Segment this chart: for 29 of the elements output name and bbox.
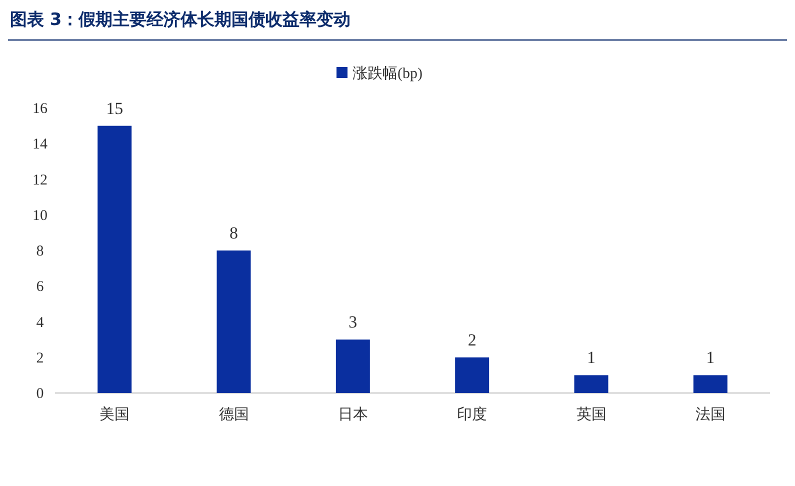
bar	[693, 375, 728, 393]
data-label: 1	[706, 348, 715, 368]
legend-label: 涨跌幅(bp)	[352, 65, 422, 82]
x-tick-label: 印度	[457, 406, 488, 423]
bar	[216, 250, 251, 393]
data-label: 1	[587, 348, 596, 368]
x-tick-label: 德国	[218, 407, 249, 423]
y-tick-label: 10	[32, 208, 48, 224]
y-tick-label: 16	[32, 101, 48, 117]
x-tick-label: 美国	[100, 406, 130, 423]
data-label: 3	[348, 312, 358, 332]
x-tick-label: 法国	[695, 406, 726, 423]
x-tick-label: 英国	[576, 406, 606, 423]
y-tick-label: 14	[32, 136, 48, 153]
bar	[336, 340, 370, 393]
bar	[98, 126, 132, 393]
data-label: 2	[468, 330, 476, 350]
bar	[574, 375, 608, 393]
y-tick-label: 12	[32, 172, 48, 188]
data-label: 15	[106, 98, 124, 118]
y-tick-label: 8	[36, 244, 44, 260]
bar	[455, 357, 490, 393]
x-tick-label: 日本	[338, 406, 368, 423]
data-label: 8	[230, 224, 238, 242]
y-tick-label: 6	[36, 279, 44, 296]
y-tick-label: 2	[36, 350, 44, 366]
chart-title: 图表 3：假期主要经济体长期国债收益率变动	[10, 10, 351, 30]
y-tick-label: 0	[36, 386, 44, 402]
y-tick-label: 4	[36, 314, 44, 331]
